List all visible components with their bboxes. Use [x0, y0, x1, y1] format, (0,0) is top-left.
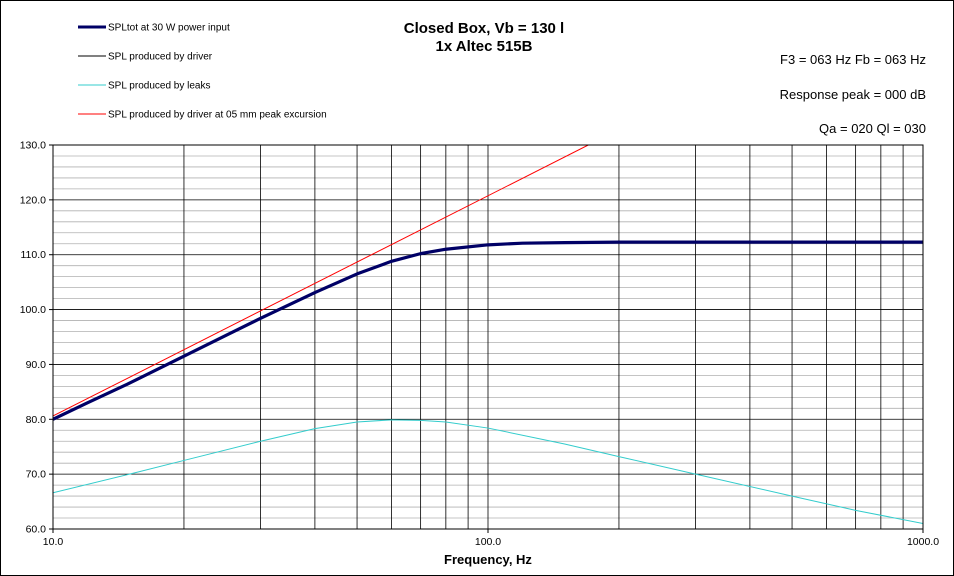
y-tick-label: 80.0 — [26, 414, 47, 426]
y-tick-label: 120.0 — [20, 194, 46, 206]
series-line-3 — [53, 145, 589, 417]
legend-label: SPL produced by driver at 05 mm peak exc… — [108, 110, 327, 121]
y-tick-label: 90.0 — [26, 359, 47, 371]
grid-major — [53, 145, 923, 529]
info-f3-fb: F3 = 063 Hz Fb = 063 Hz — [780, 52, 926, 67]
x-tick-label: 100.0 — [475, 536, 501, 548]
chart-subtitle: 1x Altec 515B — [435, 38, 532, 55]
legend-label: SPLtot at 30 W power input — [108, 23, 230, 34]
info-response-peak: Response peak = 000 dB — [780, 87, 926, 102]
y-tick-label: 70.0 — [26, 469, 47, 481]
x-tick-label: 1000.0 — [907, 536, 939, 548]
axis-ticks: 60.0 70.0 80.0 90.0 100.0 110.0 120.0 130.0 10.0… — [20, 140, 939, 549]
legend: SPLtot at 30 W power input SPL produced b… — [78, 23, 327, 121]
y-tick-label: 60.0 — [26, 524, 47, 536]
x-axis-label: Frequency, Hz — [444, 552, 532, 567]
info-qa-ql: Qa = 020 Ql = 030 — [819, 121, 926, 136]
series-line-2 — [53, 419, 923, 525]
x-tick-label: 10.0 — [43, 536, 64, 548]
series-line-0 — [53, 240, 923, 421]
chart-title: Closed Box, Vb = 130 l — [404, 20, 564, 37]
legend-label: SPL produced by leaks — [108, 81, 210, 92]
y-tick-label: 130.0 — [20, 140, 46, 152]
y-tick-label: 110.0 — [21, 249, 47, 261]
legend-label: SPL produced by driver — [108, 52, 213, 63]
y-tick-label: 100.0 — [20, 304, 46, 316]
series-layer — [53, 145, 923, 525]
